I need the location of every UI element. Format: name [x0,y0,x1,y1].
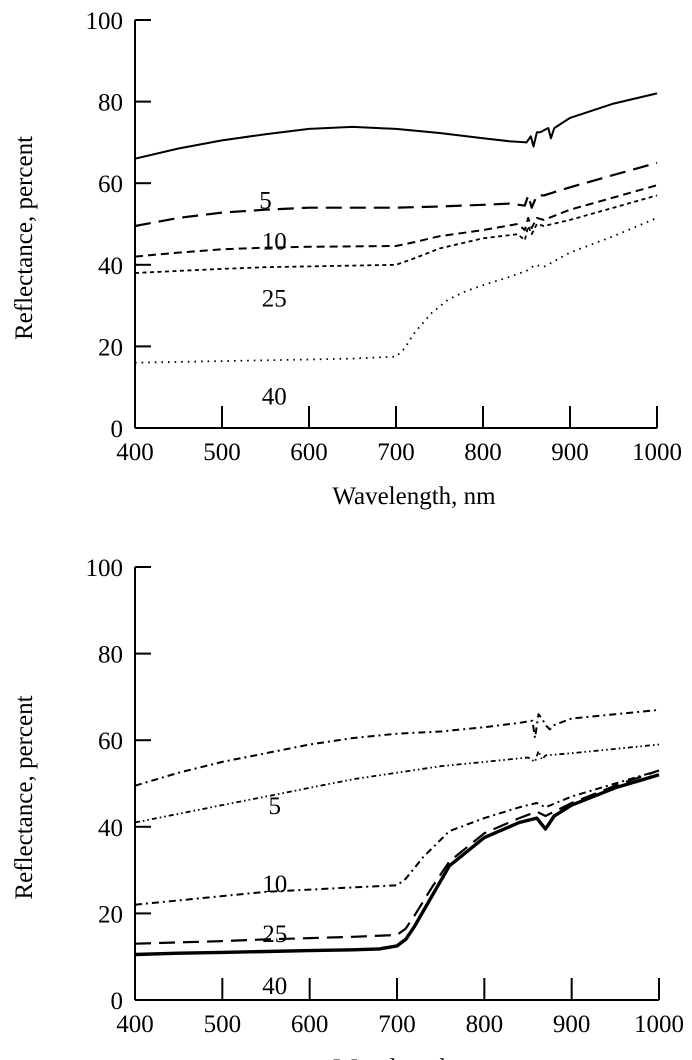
x-tick-label: 900 [553,1011,591,1038]
y-tick-label: 60 [98,171,123,198]
x-tick-label: 1000 [632,439,682,466]
y-tick-label: 40 [98,253,123,280]
x-axis-title: Wavelength, nm [332,483,496,510]
x-tick-label: 700 [378,1011,416,1038]
x-tick-label: 500 [204,1011,242,1038]
curve-label: 10 [262,871,287,898]
series-line-5 [134,161,658,228]
y-tick-label: 0 [111,416,124,443]
x-tick-label: 700 [377,439,415,466]
series-line-unlabeled-1 [134,743,660,824]
y-tick-label: 40 [98,815,123,842]
bottom-reflectance-chart: 0 20 40 60 80 100 400 500 600 700 800 900 1000 Wavele… [11,555,684,1060]
series-line-25 [134,769,660,945]
series-line-10 [134,184,658,258]
y-tick-label: 20 [98,334,123,361]
curve-label: 10 [262,228,287,255]
x-tick-label: 400 [116,1011,154,1038]
y-tick-label: 100 [86,555,124,582]
y-tick-label: 0 [111,988,124,1015]
top-reflectance-chart: 0 20 40 60 80 100 400 500 600 700 800 900 1000 Wavele… [11,8,682,510]
x-tick-label: 400 [116,439,154,466]
y-tick-label: 80 [98,90,123,117]
x-axis-title: Wavelength, nm [333,1055,497,1060]
series-line-25 [134,194,658,274]
x-tick-label: 1000 [634,1011,684,1038]
x-tick-label: 800 [466,1011,504,1038]
y-axis-title: Reflectance, percent [11,136,38,340]
y-tick-label: 60 [98,728,123,755]
curve-label: 5 [268,793,281,820]
curve-label: 5 [259,188,272,215]
series-line-10 [134,769,660,906]
x-tick-label: 800 [464,439,502,466]
y-tick-label: 100 [86,8,124,35]
curve-label: 40 [262,973,287,1000]
curve-label: 25 [262,285,287,312]
curve-label: 25 [262,921,287,948]
x-tick-label: 500 [203,439,241,466]
y-tick-label: 20 [98,901,123,928]
x-tick-label: 600 [291,1011,329,1038]
curve-label: 40 [262,383,287,410]
series-line-unlabeled-0 [134,92,658,160]
y-tick-label: 80 [98,642,123,669]
x-tick-label: 900 [551,439,589,466]
series-line-5 [134,708,660,787]
y-axis-title: Reflectance, percent [11,695,38,899]
series-line-40 [134,217,658,364]
series-line-40 [134,773,660,957]
x-tick-label: 600 [290,439,328,466]
